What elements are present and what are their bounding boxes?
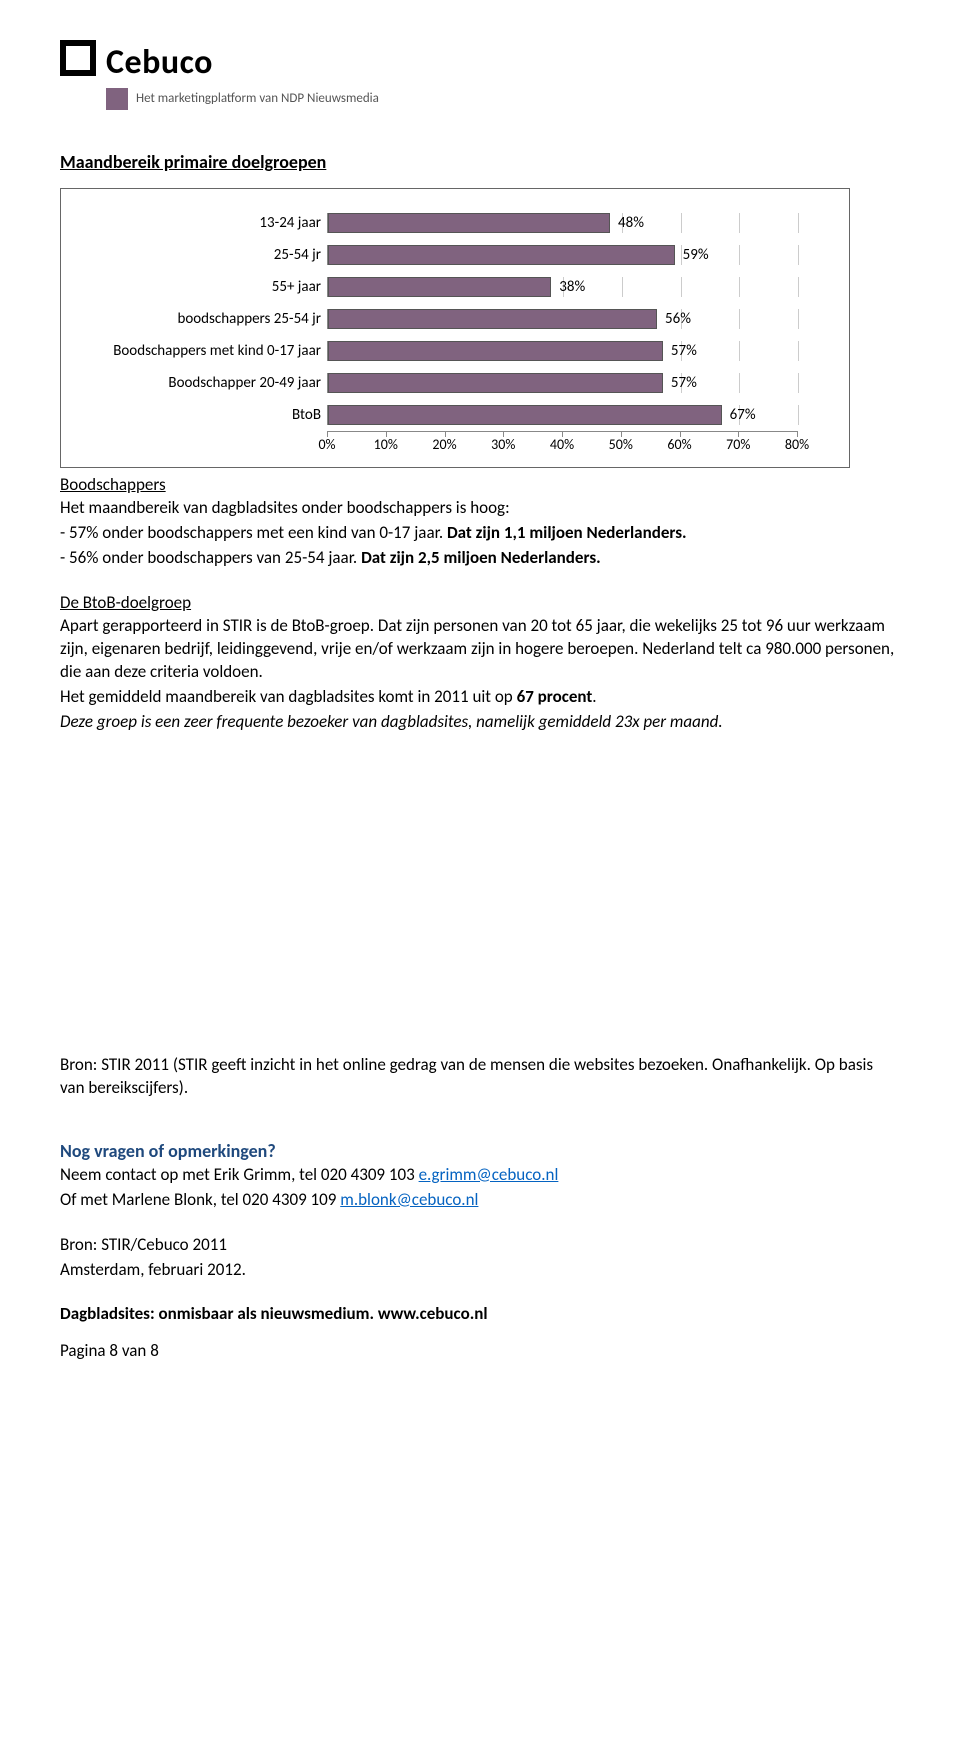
bar-label: 25-54 jr <box>87 245 327 265</box>
section-btob: De BtoB-doelgroep <box>60 592 900 615</box>
paragraph: Apart gerapporteerd in STIR is de BtoB-g… <box>60 615 900 684</box>
bar-label: BtoB <box>87 405 327 425</box>
axis-tick-label: 70% <box>726 436 750 455</box>
bar-fill <box>328 309 657 329</box>
axis-tick-label: 20% <box>432 436 456 455</box>
bar-value: 57% <box>663 341 697 361</box>
paragraph: Neem contact op met Erik Grimm, tel 020 … <box>60 1164 900 1187</box>
bar-track: 56% <box>327 309 797 329</box>
logo-header: Cebuco Het marketingplatform van NDP Nie… <box>60 40 900 110</box>
axis-tick-label: 50% <box>609 436 633 455</box>
bar-label: boodschappers 25-54 jr <box>87 309 327 329</box>
bar-track: 38% <box>327 277 797 297</box>
email-link-blonk[interactable]: m.blonk@cebuco.nl <box>340 1189 478 1210</box>
page-title: Maandbereik primaire doelgroepen <box>60 150 900 174</box>
bar-track: 57% <box>327 341 797 361</box>
text-bold: Dat zijn 1,1 miljoen Nederlanders. <box>447 522 687 543</box>
axis-tick-label: 80% <box>785 436 809 455</box>
paragraph: Of met Marlene Blonk, tel 020 4309 109 m… <box>60 1189 900 1212</box>
paragraph: Bron: STIR/Cebuco 2011 <box>60 1234 900 1257</box>
paragraph: Amsterdam, februari 2012. <box>60 1259 900 1282</box>
text: - 56% onder boodschappers van 25-54 jaar… <box>60 547 361 568</box>
bar-track: 48% <box>327 213 797 233</box>
chart-bar-row: BtoB 67% <box>87 399 823 431</box>
axis-tick-label: 30% <box>491 436 515 455</box>
bar-track: 57% <box>327 373 797 393</box>
bar-fill <box>328 405 722 425</box>
section-boodschappers: Boodschappers <box>60 474 900 497</box>
bar-fill <box>328 245 675 265</box>
paragraph: Het maandbereik van dagbladsites onder b… <box>60 497 900 520</box>
axis-tick-label: 0% <box>318 436 335 455</box>
text: Neem contact op met Erik Grimm, tel 020 … <box>60 1164 419 1185</box>
text: . <box>592 686 596 707</box>
bar-label: 55+ jaar <box>87 277 327 297</box>
paragraph: - 56% onder boodschappers van 25-54 jaar… <box>60 547 900 570</box>
bar-label: 13-24 jaar <box>87 213 327 233</box>
axis-tick-label: 10% <box>374 436 398 455</box>
chart-x-axis: 0%10%20%30%40%50%60%70%80% <box>327 431 797 455</box>
logo-text: Cebuco Het marketingplatform van NDP Nie… <box>106 40 379 110</box>
page-number: Pagina 8 van 8 <box>60 1340 900 1363</box>
paragraph-italic: Deze groep is een zeer frequente bezoeke… <box>60 711 900 734</box>
footer-line: Dagbladsites: onmisbaar als nieuwsmedium… <box>60 1303 900 1326</box>
bar-label: Boodschapper 20-49 jaar <box>87 373 327 393</box>
bar-value: 57% <box>663 373 697 393</box>
logo-accent-icon <box>106 88 128 110</box>
bar-track: 67% <box>327 405 797 425</box>
bar-value: 56% <box>657 309 691 329</box>
bar-fill <box>328 341 663 361</box>
paragraph: Het gemiddeld maandbereik van dagbladsit… <box>60 686 900 709</box>
paragraph: Bron: STIR 2011 (STIR geeft inzicht in h… <box>60 1054 900 1100</box>
logo-tagline: Het marketingplatform van NDP Nieuwsmedi… <box>136 90 379 108</box>
axis-tick-label: 40% <box>550 436 574 455</box>
chart-bar-row: Boodschappers met kind 0-17 jaar 57% <box>87 335 823 367</box>
bar-fill <box>328 277 551 297</box>
paragraph: - 57% onder boodschappers met een kind v… <box>60 522 900 545</box>
email-link-grimm[interactable]: e.grimm@cebuco.nl <box>419 1164 559 1185</box>
logo-name: Cebuco <box>106 40 379 86</box>
bar-value: 48% <box>610 213 644 233</box>
bar-value: 38% <box>551 277 585 297</box>
contact-heading: Nog vragen of opmerkingen? <box>60 1139 900 1163</box>
chart-bar-row: 55+ jaar 38% <box>87 271 823 303</box>
text-bold: 67 procent <box>517 686 593 707</box>
bar-track: 59% <box>327 245 797 265</box>
logo-square-icon <box>60 40 96 76</box>
chart-bar-row: Boodschapper 20-49 jaar 57% <box>87 367 823 399</box>
bar-fill <box>328 373 663 393</box>
text: Of met Marlene Blonk, tel 020 4309 109 <box>60 1189 340 1210</box>
bar-label: Boodschappers met kind 0-17 jaar <box>87 341 327 361</box>
bar-value: 67% <box>722 405 756 425</box>
chart-bar-row: boodschappers 25-54 jr 56% <box>87 303 823 335</box>
axis-tick-label: 60% <box>667 436 691 455</box>
chart-bar-row: 13-24 jaar 48% <box>87 207 823 239</box>
chart-bars: 13-24 jaar 48% 25-54 jr 59% 55+ jaar 38% boods… <box>87 207 823 431</box>
bar-fill <box>328 213 610 233</box>
bar-value: 59% <box>675 245 709 265</box>
text: - 57% onder boodschappers met een kind v… <box>60 522 447 543</box>
text-bold: Dat zijn 2,5 miljoen Nederlanders. <box>361 547 601 568</box>
text: Het gemiddeld maandbereik van dagbladsit… <box>60 686 517 707</box>
chart-container: 13-24 jaar 48% 25-54 jr 59% 55+ jaar 38% boods… <box>60 188 850 468</box>
chart-bar-row: 25-54 jr 59% <box>87 239 823 271</box>
